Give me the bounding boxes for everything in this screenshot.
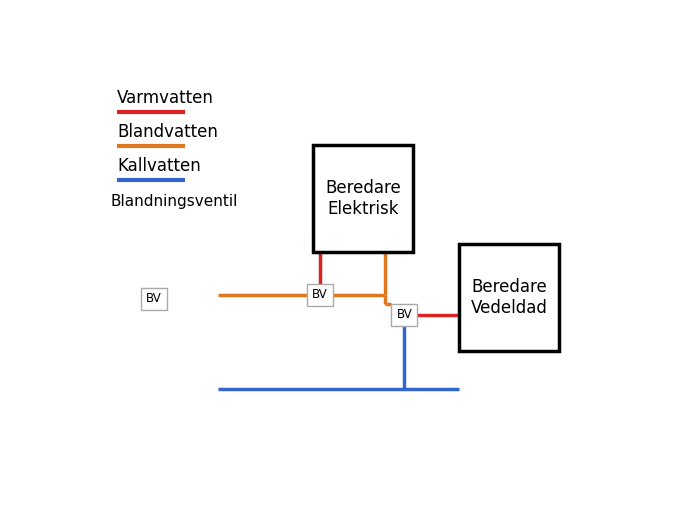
FancyBboxPatch shape (307, 284, 333, 306)
FancyBboxPatch shape (313, 145, 413, 252)
Text: Beredare
Vedeldad: Beredare Vedeldad (471, 278, 547, 317)
Text: Blandningsventil: Blandningsventil (111, 194, 238, 209)
FancyBboxPatch shape (141, 288, 167, 310)
Text: BV: BV (312, 288, 328, 301)
FancyBboxPatch shape (459, 244, 559, 351)
Text: Blandvatten: Blandvatten (118, 123, 218, 141)
Text: Beredare
Elektrisk: Beredare Elektrisk (325, 179, 400, 218)
Text: Varmvatten: Varmvatten (118, 90, 214, 108)
Text: Kallvatten: Kallvatten (118, 157, 201, 175)
Text: BV: BV (396, 308, 412, 321)
FancyBboxPatch shape (391, 304, 417, 325)
Text: BV: BV (146, 292, 162, 305)
